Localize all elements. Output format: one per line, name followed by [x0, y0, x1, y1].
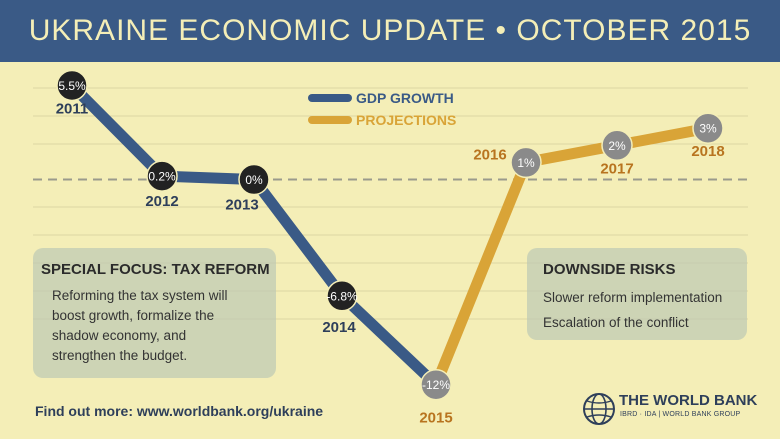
data-label: -12%: [422, 378, 450, 392]
year-label: 2016: [473, 146, 506, 163]
downside-risks-panel: DOWNSIDE RISKS Slower reform implementat…: [527, 248, 747, 340]
data-point: [420, 368, 452, 401]
legend-label: PROJECTIONS: [356, 112, 456, 128]
data-label: 0.2%: [148, 170, 176, 184]
header-bar: UKRAINE ECONOMIC UPDATE • OCTOBER 2015: [0, 0, 780, 62]
downside-risk-line: Slower reform implementation: [543, 290, 723, 305]
legend-label: GDP GROWTH: [356, 90, 454, 106]
special-focus-line: boost growth, formalize the: [52, 308, 215, 323]
special-focus-panel: SPECIAL FOCUS: TAX REFORM Reforming the …: [33, 248, 276, 378]
chart-legend: GDP GROWTH PROJECTIONS: [308, 90, 456, 128]
world-bank-name: THE WORLD BANK: [619, 392, 758, 409]
data-label: 1%: [517, 156, 535, 170]
data-label: 5.5%: [58, 79, 86, 93]
data-point: [238, 163, 270, 196]
more-info-link[interactable]: Find out more: www.worldbank.org/ukraine: [35, 403, 324, 419]
data-point: [56, 69, 88, 102]
special-focus-line: shadow economy, and: [52, 328, 187, 343]
data-point: [146, 160, 178, 192]
projection-point: [510, 146, 542, 179]
data-label: -6.8%: [326, 289, 358, 303]
projection-point: [692, 112, 724, 144]
year-label: 2018: [691, 143, 724, 160]
globe-icon: [583, 393, 615, 425]
data-point: [326, 280, 358, 312]
data-label: 2%: [608, 139, 626, 153]
world-bank-subtitle: IBRD · IDA | WORLD BANK GROUP: [620, 411, 741, 418]
data-label: 0%: [245, 173, 263, 187]
page-title: UKRAINE ECONOMIC UPDATE • OCTOBER 2015: [28, 14, 752, 47]
year-label: 2012: [145, 193, 178, 210]
data-label: 3%: [699, 122, 717, 136]
year-label: 2013: [225, 197, 258, 214]
projection-point: [601, 129, 633, 162]
special-focus-line: Reforming the tax system will: [52, 288, 228, 303]
year-label: 2014: [322, 319, 356, 336]
world-bank-logo[interactable]: THE WORLD BANK IBRD · IDA | WORLD BANK G…: [582, 390, 757, 430]
projection-line: [430, 122, 714, 391]
downside-risks-title: DOWNSIDE RISKS: [543, 261, 676, 278]
chart-markers: 5.5% 0.2% 0% -6.8% -12% 1% 2% 3%: [56, 69, 724, 401]
chart-year-labels: 2011 2012 2013 2014 2015 2016 2017 2018: [56, 100, 725, 426]
downside-risks-text: Slower reform implementation Escalation …: [543, 285, 722, 335]
special-focus-title: SPECIAL FOCUS: TAX REFORM: [41, 261, 270, 278]
year-label: 2011: [56, 100, 89, 117]
year-label: 2015: [419, 410, 452, 427]
special-focus-text: Reforming the tax system will boost grow…: [52, 286, 228, 366]
downside-risk-line: Escalation of the conflict: [543, 315, 689, 330]
year-label: 2017: [600, 160, 633, 177]
special-focus-line: strengthen the budget.: [52, 348, 188, 363]
